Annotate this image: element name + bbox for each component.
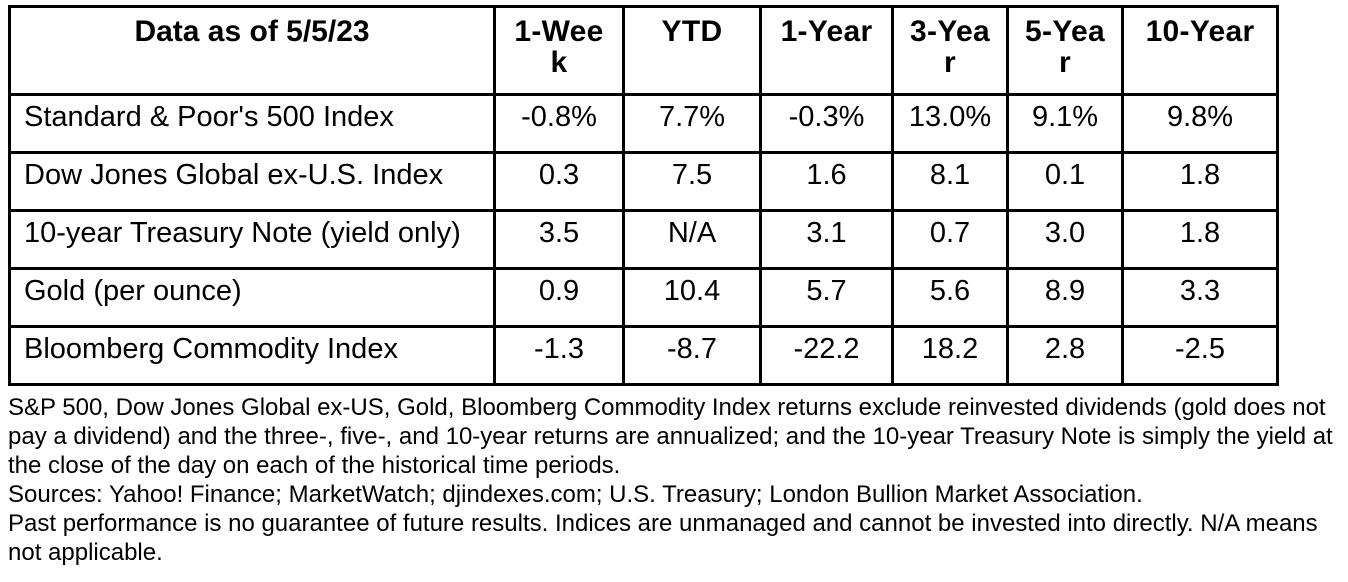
table-cell: 9.8% <box>1124 96 1276 151</box>
table-cell: 3.5 <box>496 212 622 267</box>
table-cell: -1.3 <box>496 328 622 383</box>
table-cell: 0.9 <box>496 270 622 325</box>
column-header-ytd: YTD <box>625 8 759 93</box>
table-cell: 7.7% <box>625 96 759 151</box>
table-cell: 18.2 <box>894 328 1006 383</box>
footnote-sources: Sources: Yahoo! Finance; MarketWatch; dj… <box>8 481 1143 508</box>
table-cell: 3.0 <box>1009 212 1121 267</box>
table-cell: 0.3 <box>496 154 622 209</box>
column-header-1-week: 1-Week <box>496 8 622 93</box>
table-cell: 3.3 <box>1124 270 1276 325</box>
table-cell: -2.5 <box>1124 328 1276 383</box>
table-cell: 10.4 <box>625 270 759 325</box>
column-header-10-year: 10-Year <box>1124 8 1276 93</box>
table-cell: 0.1 <box>1009 154 1121 209</box>
column-header-3-year: 3-Year <box>894 8 1006 93</box>
table-cell: -0.3% <box>762 96 891 151</box>
table-cell: 3.1 <box>762 212 891 267</box>
table-cell: 1.8 <box>1124 154 1276 209</box>
table-title-header: Data as of 5/5/23 <box>11 8 493 93</box>
table-cell: 2.8 <box>1009 328 1121 383</box>
footnote-methodology: S&P 500, Dow Jones Global ex-US, Gold, B… <box>8 394 1333 479</box>
table-cell: -0.8% <box>496 96 622 151</box>
table-cell: 5.7 <box>762 270 891 325</box>
table-cell: -8.7 <box>625 328 759 383</box>
row-label-treasury-note: 10-year Treasury Note (yield only) <box>11 212 493 267</box>
row-label-dow-global: Dow Jones Global ex-U.S. Index <box>11 154 493 209</box>
table-cell: 1.8 <box>1124 212 1276 267</box>
row-label-sp500: Standard & Poor's 500 Index <box>11 96 493 151</box>
table-cell: 9.1% <box>1009 96 1121 151</box>
table-cell: 0.7 <box>894 212 1006 267</box>
column-header-1-year: 1-Year <box>762 8 891 93</box>
table-cell: 8.9 <box>1009 270 1121 325</box>
footnotes: S&P 500, Dow Jones Global ex-US, Gold, B… <box>8 393 1340 567</box>
table-cell: 7.5 <box>625 154 759 209</box>
column-header-5-year: 5-Year <box>1009 8 1121 93</box>
table-cell: 5.6 <box>894 270 1006 325</box>
table-cell: 13.0% <box>894 96 1006 151</box>
row-label-gold: Gold (per ounce) <box>11 270 493 325</box>
footnote-disclaimer: Past performance is no guarantee of futu… <box>8 510 1318 566</box>
table-cell: 8.1 <box>894 154 1006 209</box>
table-cell: N/A <box>625 212 759 267</box>
row-label-bloomberg-commodity: Bloomberg Commodity Index <box>11 328 493 383</box>
table-cell: -22.2 <box>762 328 891 383</box>
table-cell: 1.6 <box>762 154 891 209</box>
returns-table: Data as of 5/5/23 1-Week YTD 1-Year 3-Ye… <box>8 5 1279 386</box>
